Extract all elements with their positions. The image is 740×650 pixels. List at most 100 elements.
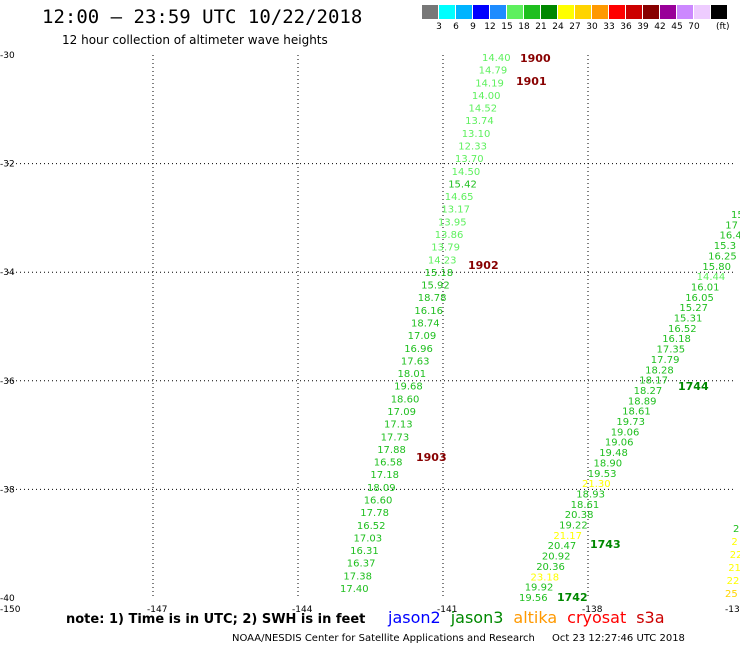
color-swatch-label: 6 [453, 22, 459, 32]
color-swatch [490, 5, 507, 19]
latitude-tick-label: -40 [0, 594, 15, 604]
wave-height-label: 17.35 [657, 345, 686, 356]
color-swatch-label: 45 [671, 22, 683, 32]
longitude-tick-label: -150 [0, 605, 21, 615]
wave-height-label: 16.4 [720, 231, 740, 242]
latitude-tick-label: -32 [0, 160, 15, 170]
wave-height-label: 19.56 [519, 593, 548, 604]
wave-height-label: 14.23 [428, 255, 457, 266]
wave-height-label: 2 [733, 524, 739, 535]
wave-height-label: 14.19 [475, 78, 504, 89]
wave-height-label: 15 [731, 210, 740, 221]
pass-time-label: 1900 [520, 52, 551, 65]
color-swatch-label: 15 [501, 22, 513, 32]
longitude-tick-label: -135 [725, 605, 740, 615]
wave-height-label: 18.01 [398, 369, 427, 380]
wave-height-label: 18.28 [645, 365, 674, 376]
wave-height-label: 13.95 [438, 217, 467, 228]
wave-height-label: 19.48 [599, 448, 628, 459]
latitude-tick-label: -38 [0, 485, 15, 495]
wave-height-label: 18.61 [571, 500, 600, 511]
color-swatch [694, 5, 711, 19]
color-swatch [609, 5, 626, 19]
page-subtitle: 12 hour collection of altimeter wave hei… [62, 33, 328, 47]
wave-height-label: 18.09 [367, 483, 396, 494]
satellite-legend: jason2 jason3 altika cryosat s3a [388, 608, 675, 627]
color-swatch [575, 5, 592, 19]
pass-time-label: 1901 [516, 75, 547, 88]
wave-height-label: 17 [725, 220, 738, 231]
wave-height-label: 16.96 [404, 344, 433, 355]
wave-height-label: 15.3 [714, 241, 736, 252]
color-swatch-label: 70 [688, 22, 700, 32]
page-title: 12:00 – 23:59 UTC 10/22/2018 [42, 6, 363, 28]
color-swatch-label: 30 [586, 22, 598, 32]
latitude-tick-label: -30 [0, 51, 15, 61]
latitude-tick-label: -36 [0, 377, 15, 387]
wave-height-label: 19.22 [559, 521, 588, 532]
wave-height-label: 13.70 [455, 154, 484, 165]
wave-height-label: 20.38 [565, 510, 594, 521]
color-swatch-label: 3 [436, 22, 442, 32]
wave-height-label: 17.13 [384, 420, 413, 431]
wave-height-label: 16.52 [668, 324, 697, 335]
wave-height-label: 19.06 [611, 427, 640, 438]
pass-time-label: 1903 [416, 451, 447, 464]
wave-height-label: 18.61 [622, 407, 651, 418]
latitude-tick-label: -34 [0, 268, 15, 278]
wave-height-label: 15.42 [448, 179, 477, 190]
wave-height-label: 19.68 [394, 382, 423, 393]
wave-height-label: 18.60 [391, 394, 420, 405]
wave-height-label: 17.88 [377, 445, 406, 456]
wave-height-label: 18.78 [418, 293, 447, 304]
altimeter-track-east: 19.5619.9223.1820.3620.9220.4721.1719.22… [519, 210, 740, 604]
wave-height-label: 19.06 [605, 438, 634, 449]
wave-height-label: 14.40 [482, 53, 511, 64]
wave-height-label: 12.33 [458, 142, 487, 153]
color-swatch-label: 39 [637, 22, 649, 32]
color-swatch-label: 9 [470, 22, 476, 32]
longitude-tick-label: -144 [292, 605, 313, 615]
wave-height-label: 19.92 [525, 583, 554, 594]
wave-height-label: 16.58 [374, 458, 403, 469]
wave-height-label: 17.79 [651, 355, 680, 366]
wave-height-label: 16.60 [364, 496, 393, 507]
longitude-tick-label: -138 [582, 605, 603, 615]
wave-height-label: 22 [727, 576, 740, 587]
color-swatch-label: 12 [484, 22, 496, 32]
color-swatch [643, 5, 660, 19]
wave-height-label: 15.18 [425, 268, 454, 279]
wave-height-label: 13.17 [441, 205, 470, 216]
color-swatch-label: 42 [654, 22, 666, 32]
wave-height-label: 14.50 [452, 167, 481, 178]
longitude-tick-label: -141 [437, 605, 457, 615]
wave-height-label: 20.47 [548, 541, 577, 552]
footer-timestamp: Oct 23 12:27:46 UTC 2018 [552, 633, 685, 644]
wave-height-label: 13.79 [431, 243, 460, 254]
satellite-legend-item: altika [513, 608, 558, 627]
wave-height-label: 17.18 [370, 470, 399, 481]
wave-height-label: 14.52 [469, 104, 498, 115]
color-swatch [626, 5, 643, 19]
wave-height-label: 15.92 [421, 281, 450, 292]
wave-height-label: 16.52 [357, 521, 386, 532]
wave-height-label: 15.80 [702, 262, 731, 273]
wave-height-label: 18.74 [411, 319, 440, 330]
wave-height-label: 16.01 [691, 283, 720, 294]
wave-height-label: 16.05 [685, 293, 714, 304]
wave-height-label: 13.86 [435, 230, 464, 241]
color-swatch-label: 27 [569, 22, 581, 32]
wave-height-label: 17.09 [387, 407, 416, 418]
color-swatch [541, 5, 558, 19]
satellite-legend-item: s3a [636, 608, 665, 627]
color-swatch-label: 18 [518, 22, 530, 32]
wave-height-label: 19.53 [588, 469, 617, 480]
wave-height-label: 21 [728, 563, 740, 574]
satellite-legend-item: jason3 [450, 608, 504, 627]
color-swatch-label: 21 [535, 22, 547, 32]
graticule-grid [8, 55, 733, 598]
color-swatch [473, 5, 490, 19]
wave-height-label: 18.27 [634, 386, 663, 397]
